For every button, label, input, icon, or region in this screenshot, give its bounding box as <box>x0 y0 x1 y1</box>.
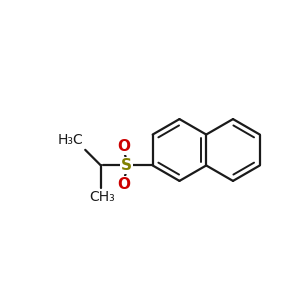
Text: CH₃: CH₃ <box>89 190 115 204</box>
Text: O: O <box>117 177 130 192</box>
Text: H₃C: H₃C <box>58 134 84 148</box>
Text: O: O <box>117 139 130 154</box>
Text: S: S <box>121 158 132 173</box>
